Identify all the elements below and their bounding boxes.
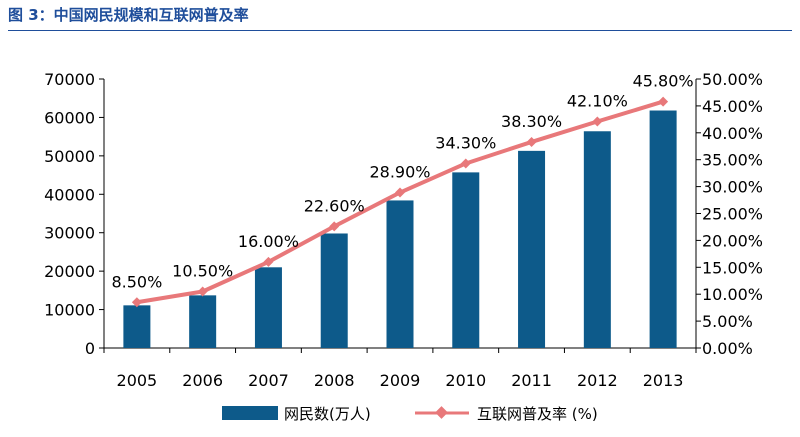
right-tick-label: 50.00% — [702, 70, 763, 89]
bar — [452, 172, 480, 348]
x-tick-label: 2007 — [248, 371, 289, 390]
right-tick-label: 35.00% — [702, 151, 763, 170]
legend-bar-swatch — [222, 406, 278, 420]
right-tick-label: 5.00% — [702, 312, 753, 331]
data-label: 45.80% — [633, 72, 694, 91]
data-labels: 8.50% 10.50% 16.00% 22.60%28.90% 34.30% 38.30… — [111, 72, 693, 292]
data-label: 8.50% — [111, 272, 162, 291]
left-tick-label: 60000 — [44, 108, 95, 127]
right-tick-label: 10.00% — [702, 285, 763, 304]
data-label: 16.00% — [238, 232, 299, 251]
line-point — [592, 116, 603, 127]
line-point — [460, 158, 471, 169]
x-tick-label: 2011 — [511, 371, 552, 390]
bar — [320, 233, 348, 348]
x-tick-label: 2008 — [314, 371, 355, 390]
bar — [649, 110, 677, 348]
figure-title: 图 3：中国网民规模和互联网普及率 — [8, 6, 249, 24]
right-tick-label: 30.00% — [702, 178, 763, 197]
right-tick-label: 25.00% — [702, 205, 763, 224]
left-tick-label: 50000 — [44, 147, 95, 166]
data-label: 22.60% — [304, 196, 365, 215]
bar-series — [123, 110, 677, 348]
x-tick-label: 2013 — [643, 371, 684, 390]
x-tick-label: 2012 — [577, 371, 618, 390]
left-tick-label: 0 — [85, 339, 95, 358]
line-point — [395, 187, 405, 198]
bar — [254, 267, 282, 348]
legend: 网民数(万人) 互联网普及率 (%) — [0, 401, 800, 425]
bar — [189, 295, 217, 348]
data-label: 38.30% — [501, 112, 562, 131]
data-label: 10.50% — [172, 262, 233, 281]
line-point — [131, 297, 142, 308]
x-tick-label: 2009 — [380, 371, 421, 390]
data-label: 42.10% — [567, 92, 628, 111]
line-point — [329, 221, 340, 232]
line-point — [658, 96, 669, 107]
legend-item-bars: 网民数(万人) — [222, 401, 371, 425]
x-tick-label: 2006 — [182, 371, 223, 390]
line-point — [197, 286, 208, 297]
left-tick-label: 30000 — [44, 224, 95, 243]
left-tick-label: 10000 — [44, 301, 95, 320]
data-label: 28.90% — [369, 163, 430, 182]
right-tick-label: 20.00% — [702, 231, 763, 250]
bar — [123, 305, 151, 348]
legend-bar-label: 网民数(万人) — [284, 404, 371, 423]
left-tick-label: 70000 — [44, 70, 95, 89]
right-tick-label: 0.00% — [702, 339, 753, 358]
bar — [583, 131, 611, 348]
right-tick-label: 45.00% — [702, 97, 763, 116]
right-tick-label: 40.00% — [702, 124, 763, 143]
left-tick-label: 20000 — [44, 262, 95, 281]
legend-line-swatch — [415, 406, 469, 419]
x-tick-label: 2005 — [117, 371, 158, 390]
line-point — [526, 136, 537, 147]
left-tick-label: 40000 — [44, 185, 95, 204]
data-label: 34.30% — [435, 133, 496, 152]
bar — [386, 200, 414, 348]
axes: 0 10000 20000 30000 40000 50000 60000 70000 0.00… — [44, 70, 763, 390]
legend-item-line: 互联网普及率 (%) — [413, 401, 598, 425]
right-tick-label: 15.00% — [702, 258, 763, 277]
legend-line-label: 互联网普及率 (%) — [477, 404, 598, 423]
line-series — [131, 96, 669, 308]
bar — [518, 150, 546, 348]
line-point — [263, 256, 274, 267]
title-underline — [8, 30, 792, 31]
x-tick-label: 2010 — [445, 371, 486, 390]
